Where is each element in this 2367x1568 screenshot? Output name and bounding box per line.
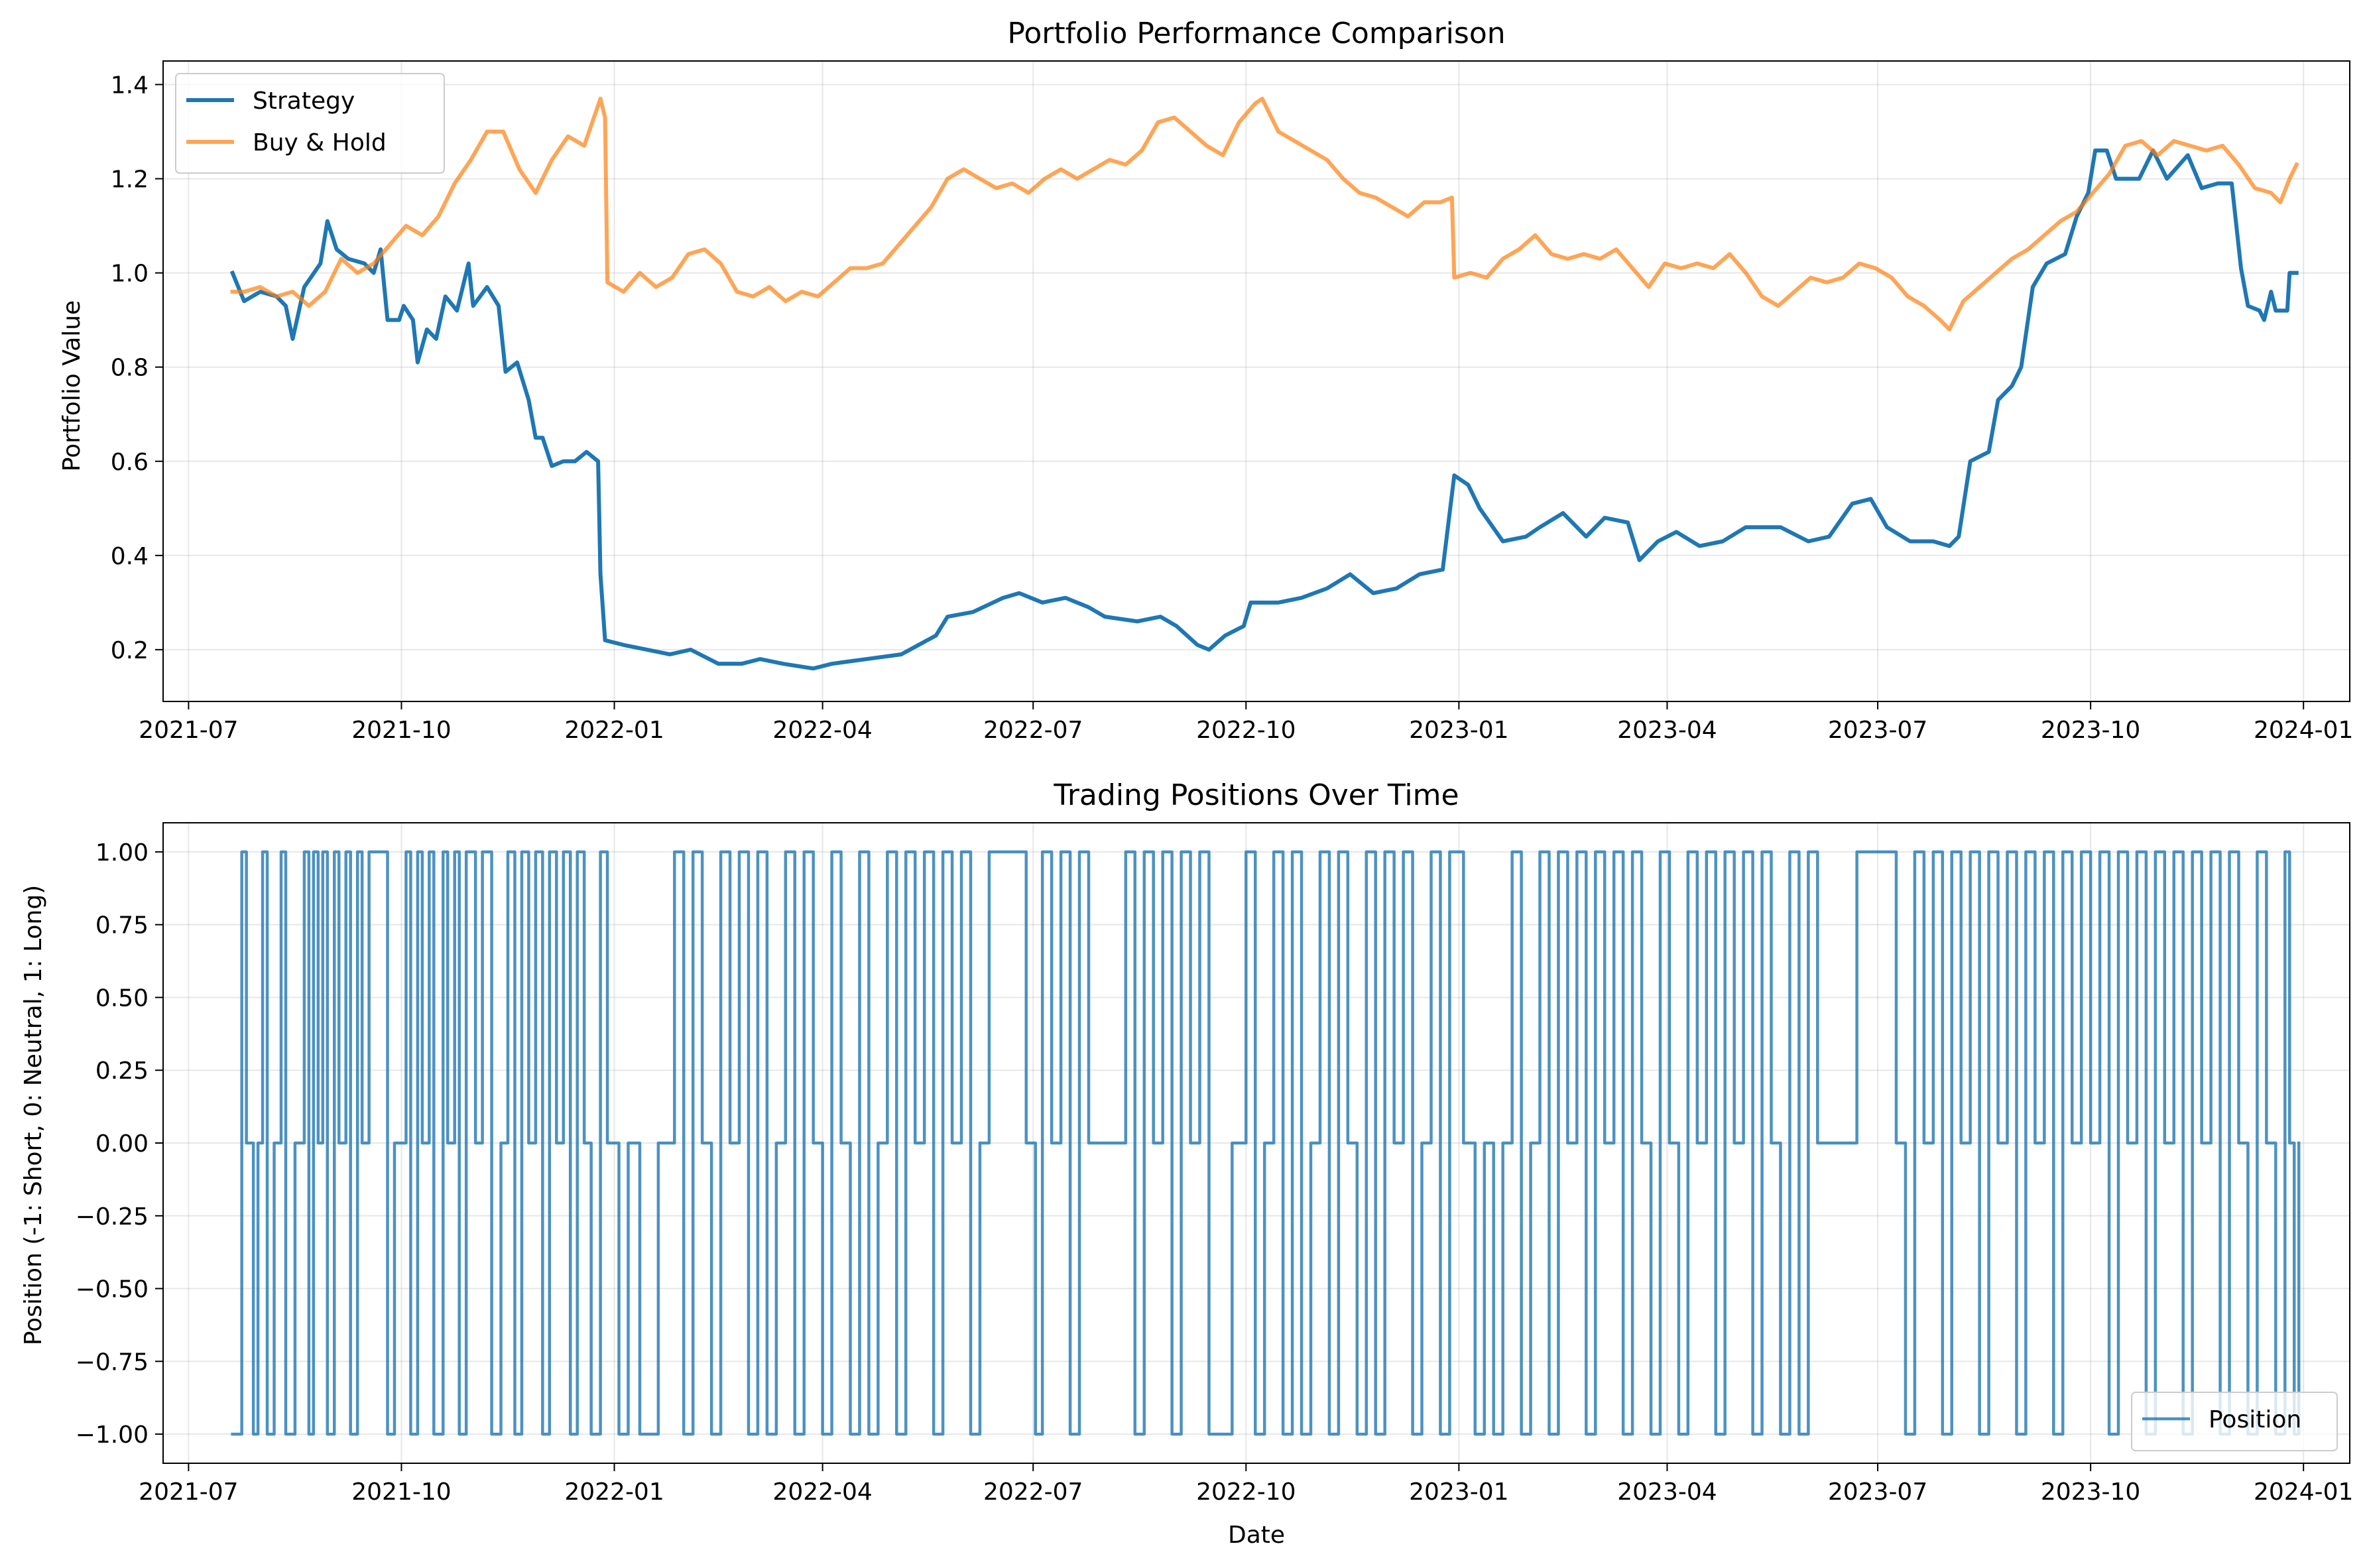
x-tick-label: 2024-01: [2254, 1478, 2353, 1506]
x-tick-label: 2023-07: [1828, 1478, 1927, 1506]
y-tick-label: −0.25: [76, 1203, 149, 1231]
x-tick-label: 2023-10: [2041, 717, 2140, 744]
grid-lines: [163, 61, 2350, 701]
y-tick-label: 0.6: [111, 449, 149, 476]
x-tick-label: 2021-07: [139, 717, 238, 744]
y-tick-label: 0.2: [111, 637, 149, 664]
series-line-position: [231, 850, 2301, 1436]
y-tick-label: 1.0: [111, 261, 149, 288]
x-tick-label: 2023-01: [1409, 1478, 1508, 1506]
x-tick-label: 2021-10: [351, 717, 451, 744]
series-line-buy-hold: [230, 96, 2299, 332]
legend-box: [175, 73, 445, 174]
x-tick-label: 2023-01: [1409, 717, 1508, 744]
x-tick-label: 2022-10: [1196, 1478, 1296, 1506]
y-tick-label: 0.00: [95, 1130, 149, 1158]
y-tick-label: 1.2: [111, 166, 149, 194]
axis-ticks: 2021-07 2021-10 2022-01 2022-04 2022-07 2022-…: [111, 72, 2354, 744]
x-tick-label: 2023-04: [1617, 717, 1717, 744]
plot-frame: [162, 822, 2350, 1464]
y-tick-label: 0.50: [95, 985, 149, 1012]
y-axis-label: Position (-1: Short, 0: Neutral, 1: Long…: [20, 885, 47, 1346]
chart-title: Portfolio Performance Comparison: [1007, 17, 1505, 50]
axis-ticks: 2021-07 2021-10 2022-01 2022-04 2022-07 2022-…: [76, 839, 2354, 1506]
series-group: [229, 96, 2299, 671]
y-axis-label: Portfolio Value: [58, 300, 86, 471]
x-tick-label: 2023-07: [1828, 717, 1927, 744]
x-tick-label: 2022-01: [564, 1478, 664, 1506]
x-tick-label: 2022-10: [1196, 717, 1296, 744]
y-tick-label: 0.25: [95, 1057, 149, 1085]
legend-label: Buy & Hold: [253, 129, 387, 156]
x-tick-label: 2022-04: [772, 717, 872, 744]
y-tick-label: 0.4: [111, 543, 149, 570]
legend: Position: [2131, 1392, 2338, 1451]
x-tick-label: 2022-01: [564, 717, 664, 744]
series-group: [231, 850, 2301, 1436]
legend-box: [2131, 1392, 2338, 1451]
x-tick-label: 2021-10: [351, 1478, 451, 1506]
y-tick-label: 1.4: [111, 72, 149, 99]
x-tick-label: 2024-01: [2254, 717, 2353, 744]
x-tick-label: 2023-04: [1617, 1478, 1717, 1506]
legend-label: Strategy: [253, 88, 355, 115]
y-tick-label: 1.00: [95, 839, 149, 867]
trading-positions-panel: Trading Positions Over Time Position (-1…: [20, 778, 2353, 1549]
legend-label: Position: [2209, 1406, 2301, 1433]
series-line-strategy: [229, 148, 2299, 671]
y-tick-label: −0.75: [76, 1349, 149, 1376]
x-tick-label: 2021-07: [139, 1478, 238, 1506]
x-tick-label: 2022-04: [772, 1478, 872, 1506]
x-tick-label: 2022-07: [983, 717, 1083, 744]
chart-title: Trading Positions Over Time: [1053, 778, 1459, 812]
y-tick-label: 0.8: [111, 355, 149, 382]
y-tick-label: −0.50: [76, 1276, 149, 1303]
y-tick-label: −1.00: [76, 1421, 149, 1449]
portfolio-performance-panel: Portfolio Performance Comparison Portfol…: [58, 17, 2353, 744]
x-axis-label: Date: [1228, 1522, 1285, 1549]
x-tick-label: 2022-07: [983, 1478, 1083, 1506]
y-tick-label: 0.75: [95, 912, 149, 939]
x-tick-label: 2023-10: [2041, 1478, 2140, 1506]
plot-frame: [162, 60, 2350, 702]
legend: Strategy Buy & Hold: [175, 73, 445, 174]
